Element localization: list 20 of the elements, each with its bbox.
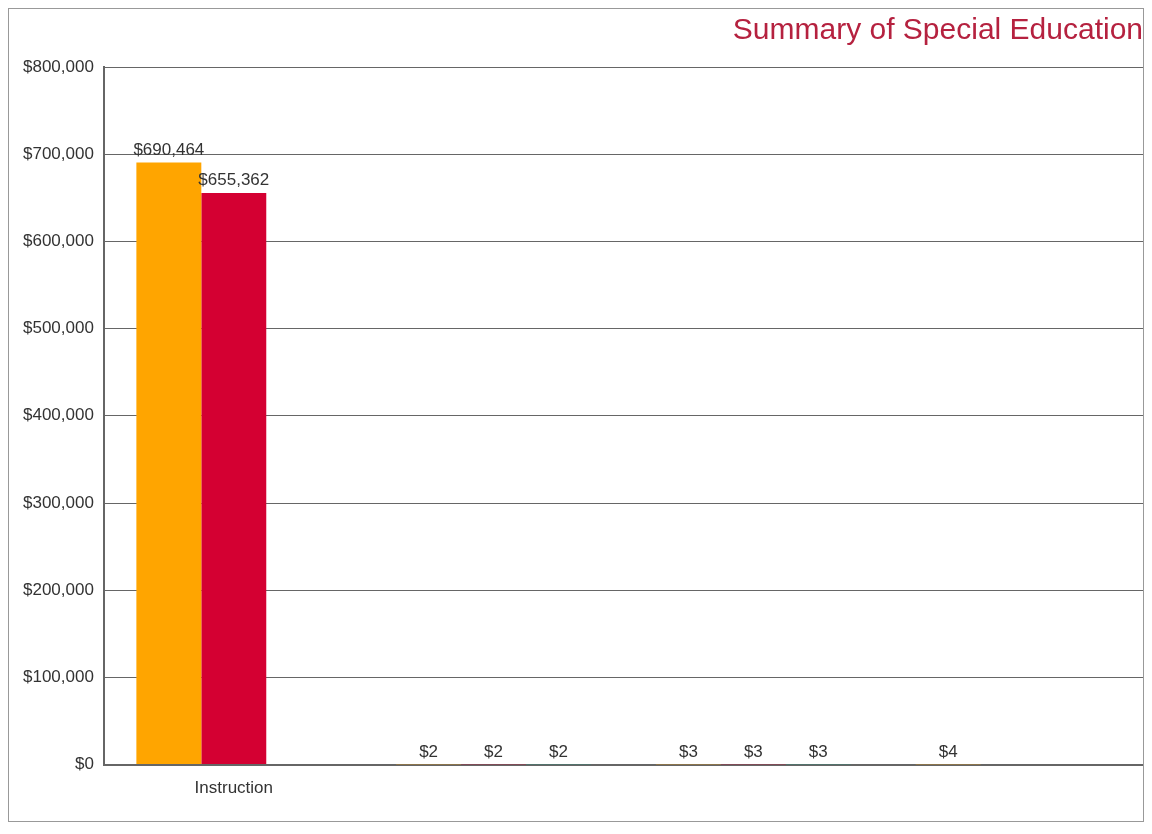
data-label: $2 (484, 741, 504, 761)
data-label: $690,464 (133, 139, 205, 159)
y-tick-label: $300,000 (23, 492, 94, 512)
data-label: $4 (938, 741, 958, 761)
y-tick-label: $200,000 (23, 579, 94, 599)
data-label: $2 (549, 741, 568, 761)
y-tick-label: $400,000 (23, 405, 94, 425)
data-label: $2 (419, 741, 439, 761)
chart-title: Summary of Special Education (732, 12, 1143, 46)
bar (201, 193, 267, 765)
data-label: $3 (743, 741, 763, 761)
data-label: $3 (678, 741, 698, 761)
y-tick-label: $800,000 (23, 56, 94, 76)
y-tick-label: $0 (74, 754, 94, 774)
y-tick-label: $100,000 (23, 667, 94, 687)
data-label: $3 (808, 741, 828, 761)
y-tick-label: $500,000 (23, 318, 94, 338)
y-tick-label: $700,000 (23, 143, 94, 163)
y-tick-label: $600,000 (23, 231, 94, 251)
x-tick-label: Instruction (194, 778, 274, 798)
